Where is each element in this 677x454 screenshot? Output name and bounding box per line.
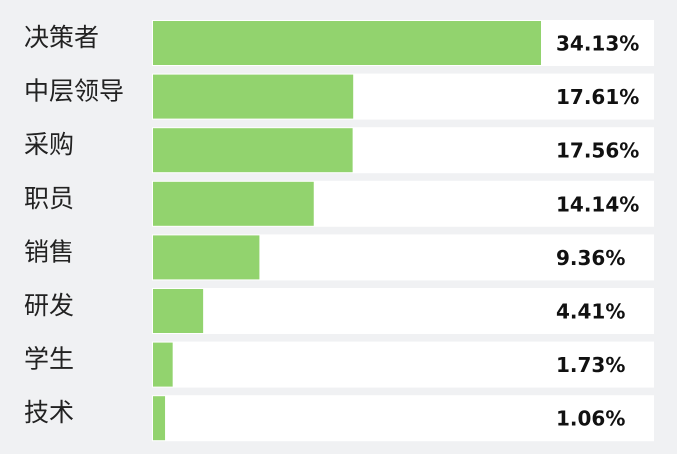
value-label: 1.06% (556, 407, 625, 431)
value-label: 14.14% (556, 192, 639, 216)
bar (153, 396, 166, 441)
category-label: 技术 (24, 398, 74, 427)
bar (153, 289, 204, 333)
bar (153, 21, 541, 65)
value-label: 17.61% (556, 85, 639, 109)
value-label: 1.73% (556, 353, 625, 377)
category-label: 销售 (24, 237, 74, 266)
bar (153, 235, 260, 280)
bar (153, 128, 353, 173)
row-background (152, 341, 654, 388)
category-label: 研发 (24, 291, 74, 320)
row-background (152, 288, 654, 334)
bar (153, 181, 314, 226)
value-label: 17.56% (556, 139, 639, 163)
value-label: 4.41% (556, 300, 625, 324)
category-label: 职员 (24, 184, 74, 213)
category-label: 学生 (24, 345, 74, 374)
bar (153, 342, 173, 387)
category-label: 决策者 (24, 23, 99, 52)
value-label: 9.36% (556, 246, 625, 270)
category-label: 中层领导 (24, 77, 124, 106)
row-background (152, 395, 654, 442)
bar (153, 74, 354, 119)
value-label: 34.13% (556, 32, 639, 56)
category-label: 采购 (24, 130, 74, 159)
